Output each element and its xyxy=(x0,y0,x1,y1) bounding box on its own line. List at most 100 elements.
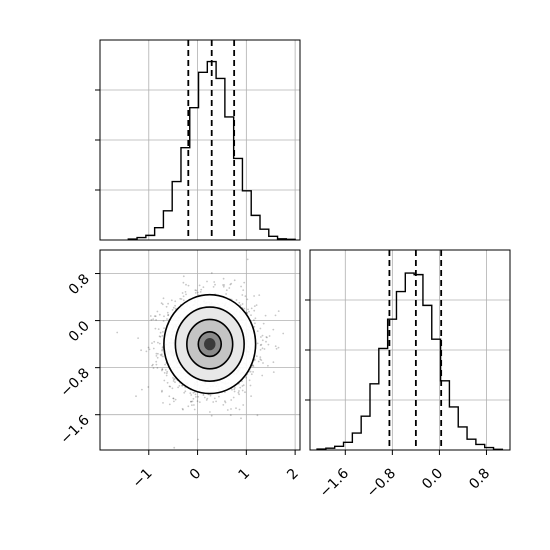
scatter-point xyxy=(241,385,244,387)
scatter-point xyxy=(161,303,164,306)
scatter-point xyxy=(165,374,168,377)
scatter-point xyxy=(167,314,170,316)
scatter-point xyxy=(166,370,169,373)
contour-0 xyxy=(197,330,223,358)
hist-bar-4 xyxy=(352,433,361,450)
scatter-point xyxy=(260,336,262,338)
scatter-point xyxy=(262,322,265,325)
scatter-point xyxy=(242,404,245,406)
scatter-point xyxy=(185,293,187,296)
scatter-point xyxy=(179,297,182,300)
scatter-point xyxy=(257,360,260,363)
scatter-point xyxy=(206,280,208,283)
scatter-point xyxy=(181,407,184,410)
scatter-point xyxy=(212,401,215,403)
scatter-point xyxy=(197,291,199,294)
scatter-point xyxy=(282,332,285,335)
scatter-point xyxy=(174,398,177,401)
scatter-point xyxy=(163,379,166,382)
scatter-point xyxy=(172,397,175,400)
scatter-point xyxy=(240,285,243,288)
contour-1 xyxy=(186,318,234,370)
density-frame xyxy=(99,249,301,451)
scatter-point xyxy=(255,304,258,306)
scatter-point xyxy=(248,379,251,382)
scatter-point xyxy=(152,347,155,350)
scatter-point xyxy=(233,390,236,393)
scatter-point xyxy=(161,335,164,337)
scatter-point xyxy=(225,289,228,292)
x-tick-label-3: 2 xyxy=(284,466,302,484)
scatter-point xyxy=(165,372,168,375)
scatter-point xyxy=(170,299,173,302)
scatter-point xyxy=(165,305,168,308)
x-tick-label-0: −1 xyxy=(130,466,156,492)
scatter-point xyxy=(157,352,159,355)
scatter-point xyxy=(155,355,158,357)
scatter-point xyxy=(238,301,241,304)
density-fill-4 xyxy=(204,337,216,351)
scatter-point xyxy=(206,397,209,400)
scatter-point xyxy=(145,350,148,353)
hist-bar-12 xyxy=(423,305,432,450)
scatter-point xyxy=(155,319,158,321)
scatter-point xyxy=(259,327,262,330)
scatter-point xyxy=(243,307,246,310)
hist-bar-10 xyxy=(405,273,414,450)
scatter-point xyxy=(195,396,197,398)
scatter-point xyxy=(156,310,159,313)
hist-bar-3 xyxy=(344,442,353,450)
scatter-point xyxy=(171,387,174,390)
scatter-point xyxy=(222,277,225,280)
scatter-point xyxy=(243,281,246,284)
scatter-point xyxy=(255,355,258,358)
scatter-point xyxy=(250,395,253,397)
hist-step-outline xyxy=(316,272,504,451)
scatter-point xyxy=(182,299,185,302)
scatter-point xyxy=(192,391,195,394)
scatter-point xyxy=(181,384,184,387)
x-tick-label-3: 0.8 xyxy=(466,466,493,493)
scatter-point xyxy=(151,364,154,367)
scatter-point xyxy=(265,340,267,343)
scatter-point xyxy=(230,399,233,401)
scatter-point xyxy=(196,400,199,402)
hist-bar-3 xyxy=(155,228,164,240)
scatter-point xyxy=(162,355,164,358)
scatter-point xyxy=(272,361,275,364)
scatter-point xyxy=(193,408,196,411)
scatter-point xyxy=(155,363,158,366)
scatter-point xyxy=(272,371,275,373)
scatter-point xyxy=(224,401,227,404)
scatter-point xyxy=(252,371,255,373)
scatter-point xyxy=(152,318,155,320)
scatter-point xyxy=(163,372,166,374)
scatter-point xyxy=(200,288,203,291)
scatter-point xyxy=(230,408,232,410)
scatter-point xyxy=(152,363,154,366)
scatter-point xyxy=(172,306,175,309)
y-hist-bars xyxy=(316,272,504,451)
scatter-point xyxy=(259,356,262,358)
hist-bar-16 xyxy=(458,427,467,450)
scatter-point xyxy=(172,397,175,400)
scatter-point xyxy=(244,391,246,394)
scatter-point xyxy=(154,315,157,318)
scatter-point xyxy=(191,400,194,403)
scatter-point xyxy=(213,281,216,283)
scatter-point xyxy=(150,318,153,321)
scatter-point xyxy=(172,378,175,381)
x-hist-quantiles xyxy=(187,40,236,240)
scatter-point xyxy=(190,394,193,396)
scatter-point xyxy=(149,315,152,317)
scatter-point xyxy=(178,384,181,387)
scatter-point xyxy=(199,291,202,293)
x-hist-yticks xyxy=(95,89,100,191)
contour-3 xyxy=(163,293,257,395)
y-hist-yticks xyxy=(305,299,310,401)
scatter-point xyxy=(194,292,197,294)
scatter-point xyxy=(148,348,151,351)
scatter-point xyxy=(258,294,261,296)
scatter-point xyxy=(158,313,161,316)
x-tick-label-1: −0.8 xyxy=(364,466,399,501)
